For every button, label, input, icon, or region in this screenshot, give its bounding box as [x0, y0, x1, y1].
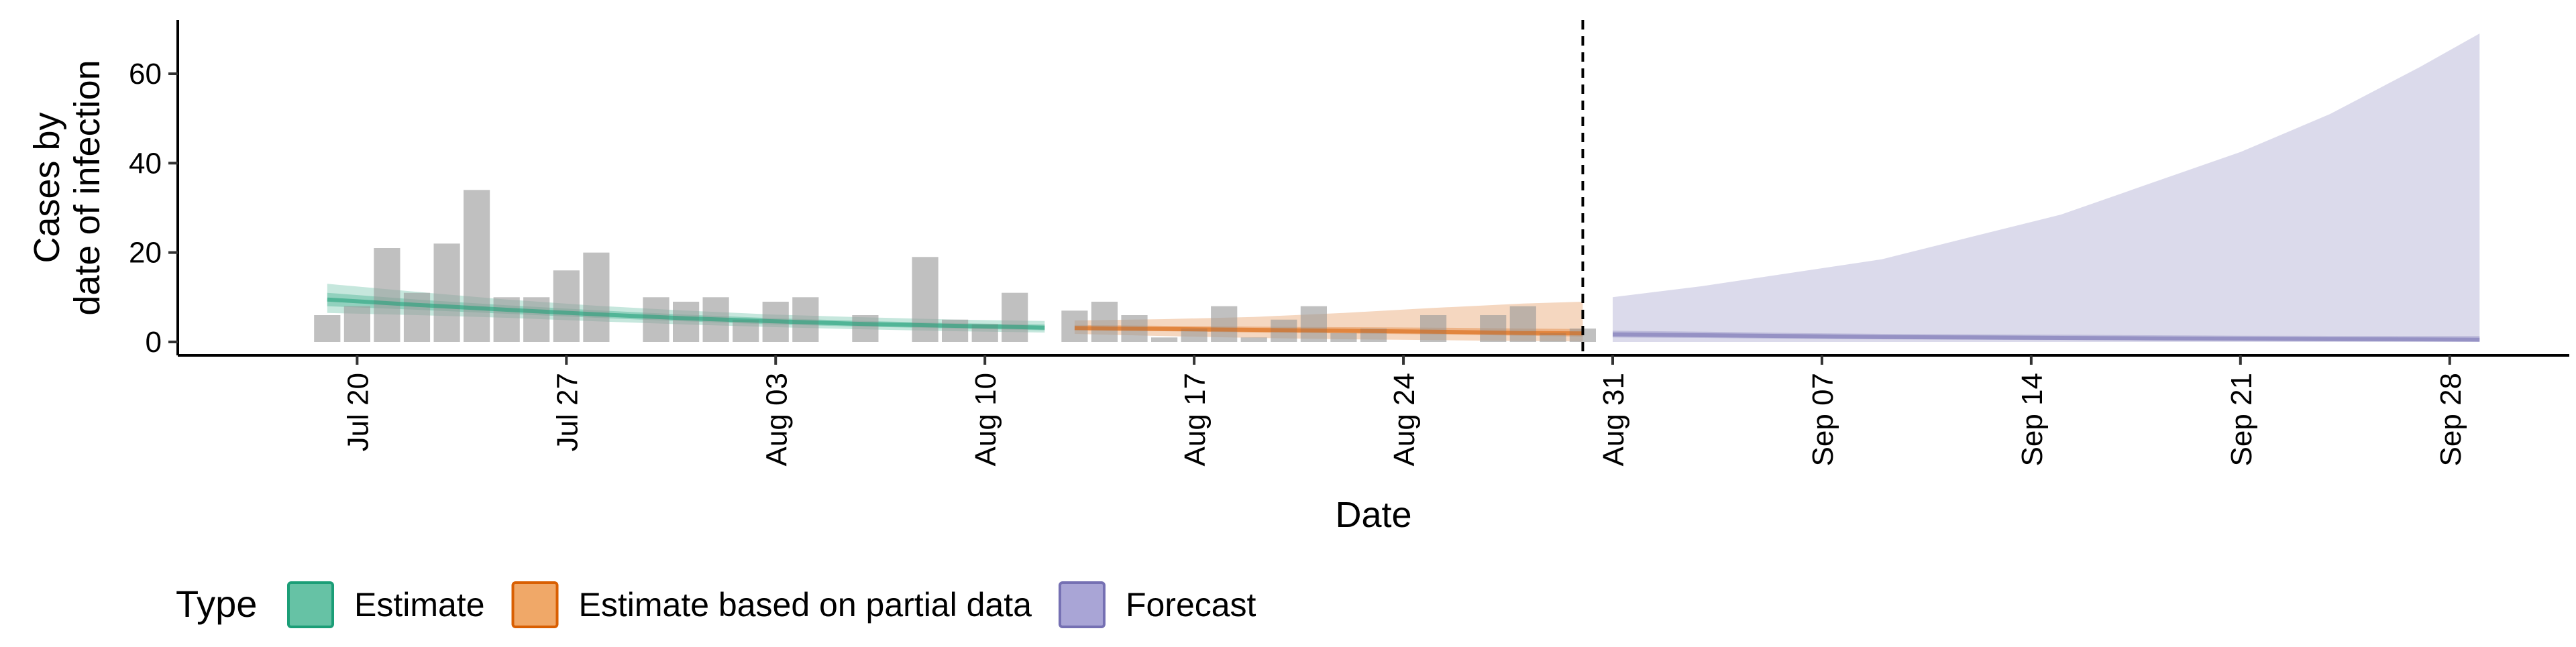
reported-case-bar [942, 319, 969, 342]
band-layer [327, 34, 2480, 342]
x-tick-label: Aug 17 [1179, 373, 1212, 466]
reported-case-bar [1330, 333, 1357, 342]
reported-case-bar [1181, 329, 1208, 342]
reported-cases-layer [314, 190, 1596, 342]
estimate-based-on-partial-data-median-line [1074, 326, 1583, 336]
reported-case-bar [493, 297, 520, 342]
reported-case-bar [673, 302, 700, 342]
reported-case-bar [1240, 337, 1267, 342]
reported-case-bar [1211, 306, 1238, 342]
reported-case-bar [374, 248, 400, 342]
x-tick-label: Sep 21 [2225, 373, 2258, 466]
reported-case-bar [1151, 337, 1178, 342]
forecast-median-line [1612, 332, 2480, 342]
legend: Type Estimate Estimate based on partial da… [176, 581, 1256, 628]
estimate-median-line [327, 297, 1045, 330]
x-tick-label: Aug 31 [1597, 373, 1630, 466]
legend-key-estimate [287, 581, 334, 628]
reported-case-bar [343, 306, 370, 342]
x-tick-label: Aug 24 [1388, 373, 1421, 466]
reported-case-bar [1480, 315, 1507, 342]
reported-case-bar [1420, 315, 1447, 342]
median-layer [327, 297, 2480, 342]
y-tick-label: 0 [146, 326, 162, 359]
x-tick-label: Sep 07 [1807, 373, 1839, 466]
x-tick-label: Jul 27 [551, 373, 584, 451]
reported-case-bar [464, 190, 490, 342]
x-tick-label: Jul 20 [341, 373, 374, 451]
reported-case-bar [912, 257, 938, 342]
x-tick-label: Sep 14 [2016, 373, 2049, 466]
y-axis-title: Cases by date of infection [27, 60, 107, 315]
legend-label-forecast: Forecast [1126, 586, 1256, 624]
x-axis-title: Date [1335, 495, 1411, 535]
y-tick-label: 40 [129, 147, 162, 180]
y-tick-label: 60 [129, 58, 162, 91]
reported-case-bar [643, 297, 669, 342]
forecast-outer-band [1613, 34, 2480, 342]
x-tick-label: Aug 10 [969, 373, 1002, 466]
reported-case-bar [1002, 292, 1028, 342]
reported-case-bar [403, 292, 431, 342]
reported-case-bar [523, 297, 550, 342]
legend-key-forecast [1058, 581, 1106, 628]
reported-case-bar [1091, 302, 1118, 342]
reported-case-bar [314, 315, 341, 342]
reported-case-bar [733, 319, 759, 342]
legend-title: Type [176, 583, 257, 625]
reported-case-bar [553, 270, 580, 342]
legend-key-estimate-based-on-partial-data [511, 581, 559, 628]
y-axis-title-line: Cases by [27, 112, 67, 263]
axes-layer: 0 20 40 60 Jul 20 Jul 27 Aug 03 Aug 10 Aug 17 Aug… [129, 20, 2569, 466]
reported-case-bar [852, 315, 879, 342]
y-tick-label: 20 [129, 237, 162, 270]
reported-case-bar [433, 243, 460, 342]
reported-case-bar [1509, 306, 1536, 342]
reported-case-bar [792, 297, 819, 342]
x-tick-label: Aug 03 [760, 373, 793, 466]
y-axis-title-line: date of infection [67, 60, 107, 315]
reported-case-bar [583, 252, 610, 342]
legend-label-estimate-based-on-partial-data: Estimate based on partial data [579, 586, 1032, 624]
x-tick-label: Sep 28 [2434, 373, 2467, 466]
estimate-based-on-partial-data-outer-band [1074, 302, 1583, 342]
reported-case-bar [1300, 306, 1327, 342]
legend-label-estimate: Estimate [354, 586, 485, 624]
